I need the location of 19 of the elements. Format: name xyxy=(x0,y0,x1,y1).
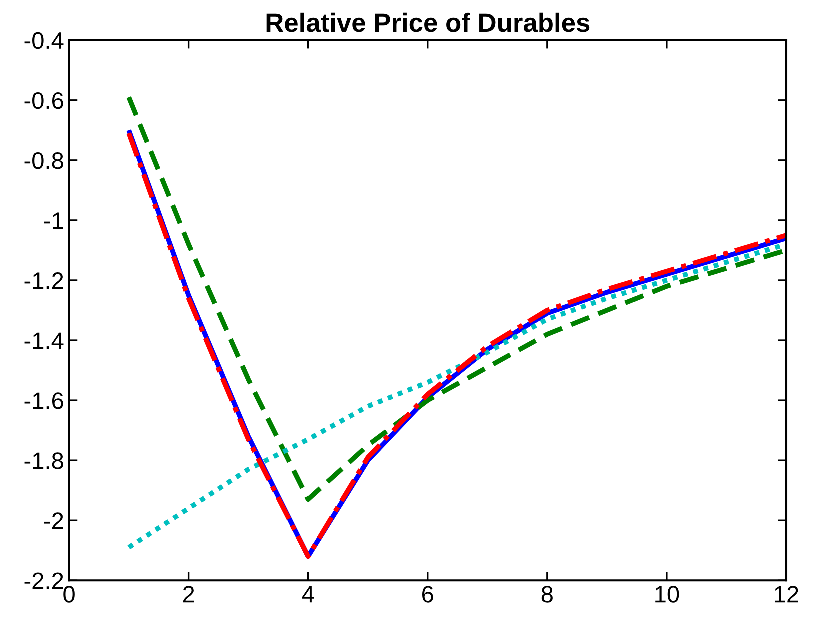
y-tick-label: -0.8 xyxy=(24,152,64,170)
x-tick-label: 8 xyxy=(542,586,553,603)
x-tick-label: 6 xyxy=(422,586,434,603)
x-tick-label: 2 xyxy=(183,586,194,603)
line-series xyxy=(126,242,786,550)
x-tick-label: 12 xyxy=(775,586,798,603)
y-tick-label: -1.8 xyxy=(24,452,64,470)
y-tick-label: -2.2 xyxy=(24,572,64,590)
y-tick-label: -0.4 xyxy=(24,32,64,50)
y-tick-label: -1.6 xyxy=(24,392,64,410)
y-tick-label: -1 xyxy=(44,212,64,230)
y-tick-label: -1.2 xyxy=(24,272,64,290)
x-tick-label: 4 xyxy=(302,586,314,603)
y-tick-label: -1.4 xyxy=(24,332,64,350)
x-tick-label: 10 xyxy=(656,586,680,603)
x-tick-label: 0 xyxy=(64,586,75,603)
y-tick-label: -0.6 xyxy=(24,92,64,110)
chart-title: Relative Price of Durables xyxy=(266,12,590,32)
y-tick-label: -2 xyxy=(44,512,64,530)
